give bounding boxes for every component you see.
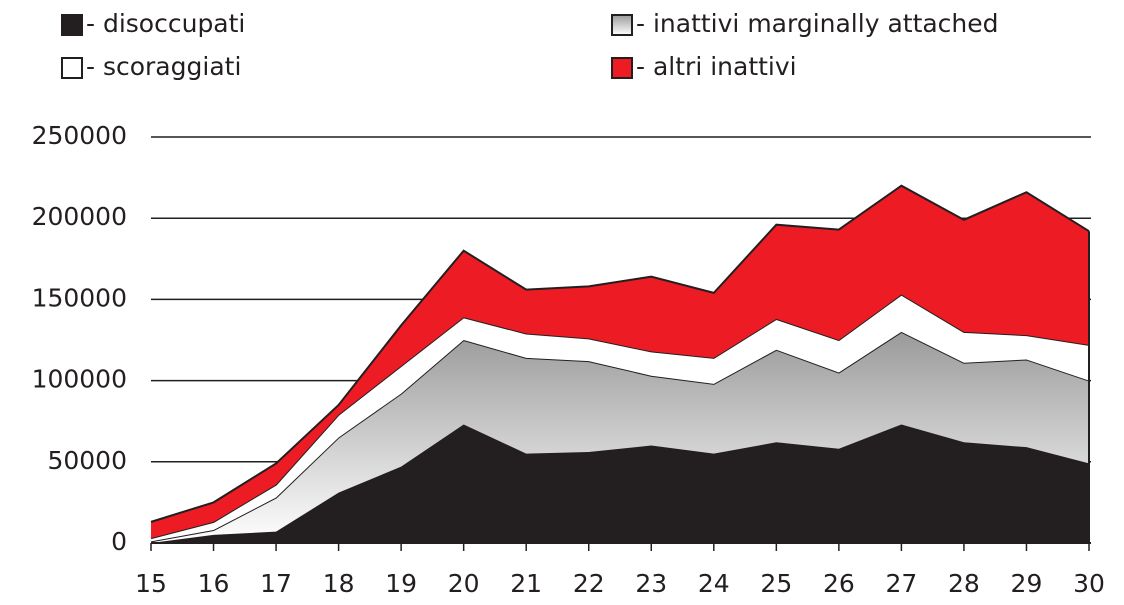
y-tick-label: 0 — [111, 527, 127, 556]
legend-swatch — [61, 14, 83, 36]
x-tick-label: 22 — [573, 569, 605, 598]
x-tick-label: 27 — [885, 569, 917, 598]
x-tick-label: 21 — [510, 569, 542, 598]
area-edge — [150, 184, 1090, 523]
y-tick-label: 100000 — [32, 365, 127, 394]
x-tick-label: 20 — [448, 569, 480, 598]
legend-swatch — [61, 57, 83, 79]
area — [151, 331, 1089, 543]
x-tick-label: 25 — [760, 569, 792, 598]
area — [151, 185, 1089, 539]
x-tick-label: 28 — [948, 569, 980, 598]
x-tick-label: 17 — [260, 569, 292, 598]
legend-label: - inattivi marginally attached — [636, 9, 999, 38]
x-tick-label: 24 — [698, 569, 730, 598]
x-tick-label: 30 — [1073, 569, 1105, 598]
legend-label: - scoraggiati — [86, 52, 241, 81]
legend-swatch — [611, 57, 633, 79]
legend-label: - altri inattivi — [636, 52, 797, 81]
legend-swatch — [611, 14, 633, 36]
x-tick-label: 18 — [323, 569, 355, 598]
x-tick-label: 15 — [135, 569, 167, 598]
y-tick-label: 250000 — [32, 121, 127, 150]
x-tick-label: 26 — [823, 569, 855, 598]
x-tick-label: 16 — [198, 569, 230, 598]
area — [151, 294, 1089, 542]
x-tick-label: 29 — [1011, 569, 1043, 598]
area — [151, 424, 1089, 543]
legend-label: - disoccupati — [86, 9, 245, 38]
y-tick-label: 200000 — [32, 202, 127, 231]
y-tick-label: 150000 — [32, 283, 127, 312]
y-tick-label: 50000 — [47, 446, 127, 475]
x-tick-label: 19 — [385, 569, 417, 598]
x-tick-label: 23 — [635, 569, 667, 598]
